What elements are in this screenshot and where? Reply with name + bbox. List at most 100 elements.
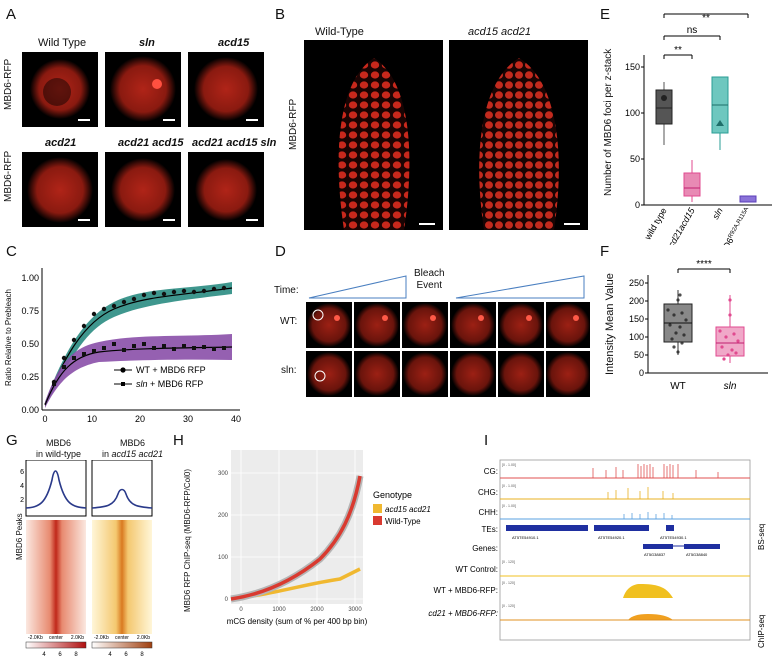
svg-text:[0 - 1.00]: [0 - 1.00]: [502, 484, 516, 488]
panel-e-ytick-50: 50: [630, 154, 640, 164]
svg-text:300: 300: [218, 471, 229, 477]
panel-g-heatmap-wt: [26, 520, 86, 634]
panel-i-chh-bars: [623, 512, 673, 519]
panel-i-track-wtcontrol: WT Control:: [455, 565, 498, 574]
micrograph-acd15: [188, 52, 264, 127]
panel-i-track-genes: Genes:: [472, 544, 498, 553]
panel-e-xlabel-wildtype: wild type: [642, 206, 669, 242]
panel-e-ytick-0: 0: [635, 200, 640, 210]
svg-text:0: 0: [239, 607, 243, 613]
panel-g-heatmap-acd: [92, 520, 152, 634]
svg-text:2.0Kb: 2.0Kb: [71, 635, 84, 641]
panel-f-ytick-3: 150: [629, 314, 644, 324]
panel-g-ytick-6: 6: [20, 469, 24, 476]
panel-label-b: B: [275, 6, 286, 23]
panel-i-right-chipseq: ChIP-seq: [757, 615, 766, 648]
panel-h-line-wt: [230, 475, 362, 601]
panel-f-xlabel-sln: sln: [724, 381, 737, 392]
panel-g-col1-title: MBD6 in wild-type: [36, 438, 82, 459]
panel-i-te-2: [594, 525, 649, 531]
panel-f-ytick-1: 50: [634, 350, 644, 360]
panel-g-colorbar-2: [91, 641, 153, 649]
panel-a-ylabel-bottom: MBD6-RFP: [3, 150, 14, 202]
panel-i-track-tes: TEs:: [482, 525, 498, 534]
micrograph-acd21-acd15-sln: [188, 152, 264, 227]
panel-g-heatmap: 2 4 6 -2.0Kb center 2.0Kb -2.0Kb center 2.0K…: [20, 460, 153, 658]
svg-text:0: 0: [225, 597, 229, 603]
panel-h-legend-title: Genotype: [373, 490, 412, 500]
panel-d-time-label: Time:: [274, 285, 299, 296]
panel-c-xtick-2: 20: [135, 414, 145, 424]
panel-f-ytick-4: 200: [629, 296, 644, 306]
panel-f-ytick-0: 0: [639, 368, 644, 378]
panel-c-xtick-1: 10: [87, 414, 97, 424]
panel-d-time-wedge-1: [308, 275, 407, 299]
panel-c-sln-band: [45, 334, 232, 408]
svg-text:[0 - 120]: [0 - 120]: [502, 560, 515, 564]
panel-c-ylabel: Ratio Relative to Prebleach: [4, 289, 13, 386]
panel-a-label-sln: sln: [139, 37, 155, 49]
svg-text:center: center: [49, 635, 63, 641]
panel-a-ylabel-top: MBD6-RFP: [3, 58, 14, 110]
panel-c-ytick-3: 0.75: [21, 306, 39, 316]
panel-d-frames: [306, 275, 590, 397]
panel-b-title-acd15-acd21: acd15 acd21: [468, 26, 531, 38]
panel-label-c: C: [6, 243, 17, 260]
panel-e-ytick-100: 100: [625, 108, 640, 118]
svg-text:[0 - 1.00]: [0 - 1.00]: [502, 504, 516, 508]
svg-text:2000: 2000: [310, 607, 324, 613]
panel-i-te-1: [506, 525, 588, 531]
panel-d-sln-row: [306, 351, 590, 397]
panel-g-ytick-2: 2: [20, 497, 24, 504]
panel-i-tracks: CG: CHG: CHH: TEs: Genes: WT Control: WT…: [428, 459, 766, 648]
panel-f-sig: ****: [696, 259, 712, 270]
panel-label-h: H: [173, 432, 184, 449]
svg-text:6: 6: [124, 652, 128, 658]
svg-text:8: 8: [140, 652, 144, 658]
panel-i-track-chh: CHH:: [478, 508, 498, 517]
panel-c-wt-band: [45, 282, 232, 407]
panel-label-a: A: [6, 6, 17, 23]
panel-a-label-wildtype: Wild Type: [38, 37, 87, 49]
panel-f-chart: 0 50 100 150 200 250 **** WT sln: [629, 259, 768, 392]
svg-text:1000: 1000: [272, 607, 286, 613]
panel-i-track-acd-mbd6: acd15 acd21 + MBD6-RFP:: [428, 609, 498, 618]
panel-e-box-mbd6: [739, 195, 757, 203]
svg-text:AT5G38837: AT5G38837: [644, 552, 666, 557]
svg-text:8: 8: [74, 652, 78, 658]
panel-a-micrographs: [22, 52, 264, 227]
panel-c-legend-sln: sln + MBD6 RFP: [136, 379, 203, 389]
panel-h-legend-swatch-acd: [373, 504, 382, 513]
panel-h-chart: 0 100 200 300 0 1000 2000 3000 mCG density (su…: [218, 450, 431, 626]
svg-text:2.0Kb: 2.0Kb: [137, 635, 150, 641]
svg-text:AT5TE54930.1: AT5TE54930.1: [660, 535, 687, 540]
panel-g-col2-title: MBD6 in acd15 acd21: [102, 438, 164, 459]
micrograph-wildtype: [22, 52, 98, 127]
panel-e-box-acd21acd15: [683, 160, 701, 202]
panel-h-xlabel: mCG density (sum of % per 400 bp bin): [227, 617, 368, 626]
panel-c-ytick-4: 1.00: [21, 273, 39, 283]
panel-b-micrographs: [304, 40, 588, 230]
panel-a-label-acd21: acd21: [45, 137, 77, 149]
panel-e-sig-1: **: [674, 45, 682, 56]
svg-text:AT5G38840: AT5G38840: [686, 552, 708, 557]
panel-a-label-acd21-acd15-sln: acd21 acd15 sln: [192, 137, 277, 149]
panel-label-e: E: [600, 6, 611, 23]
panel-e-chart: 0 50 100 150 ** ns ** wild type acd21acd…: [625, 13, 772, 245]
panel-e-box-wildtype: [655, 82, 673, 145]
panel-f-ylabel: Intensity Mean Value: [604, 273, 616, 375]
panel-d-bleach-label: Bleach Event: [414, 268, 445, 291]
panel-g-profile-wt: [25, 470, 87, 509]
panel-h-legend-wt: Wild-Type: [385, 517, 421, 526]
svg-text:4: 4: [42, 652, 46, 658]
panel-c-sln-fit: [44, 346, 233, 406]
panel-i-chip-acd-mbd6: [500, 614, 750, 620]
panel-i-track-chg: CHG:: [478, 488, 498, 497]
svg-text:[0 - 1.00]: [0 - 1.00]: [502, 463, 516, 467]
panel-c-chart: 0.00 0.25 0.50 0.75 1.00 0 10 20 30 40 W…: [21, 268, 241, 424]
svg-text:6: 6: [58, 652, 62, 658]
panel-i-track-cg: CG:: [484, 467, 498, 476]
panel-e-ytick-150: 150: [625, 62, 640, 72]
panel-c-sln-points: [52, 342, 226, 386]
svg-text:center: center: [115, 635, 129, 641]
